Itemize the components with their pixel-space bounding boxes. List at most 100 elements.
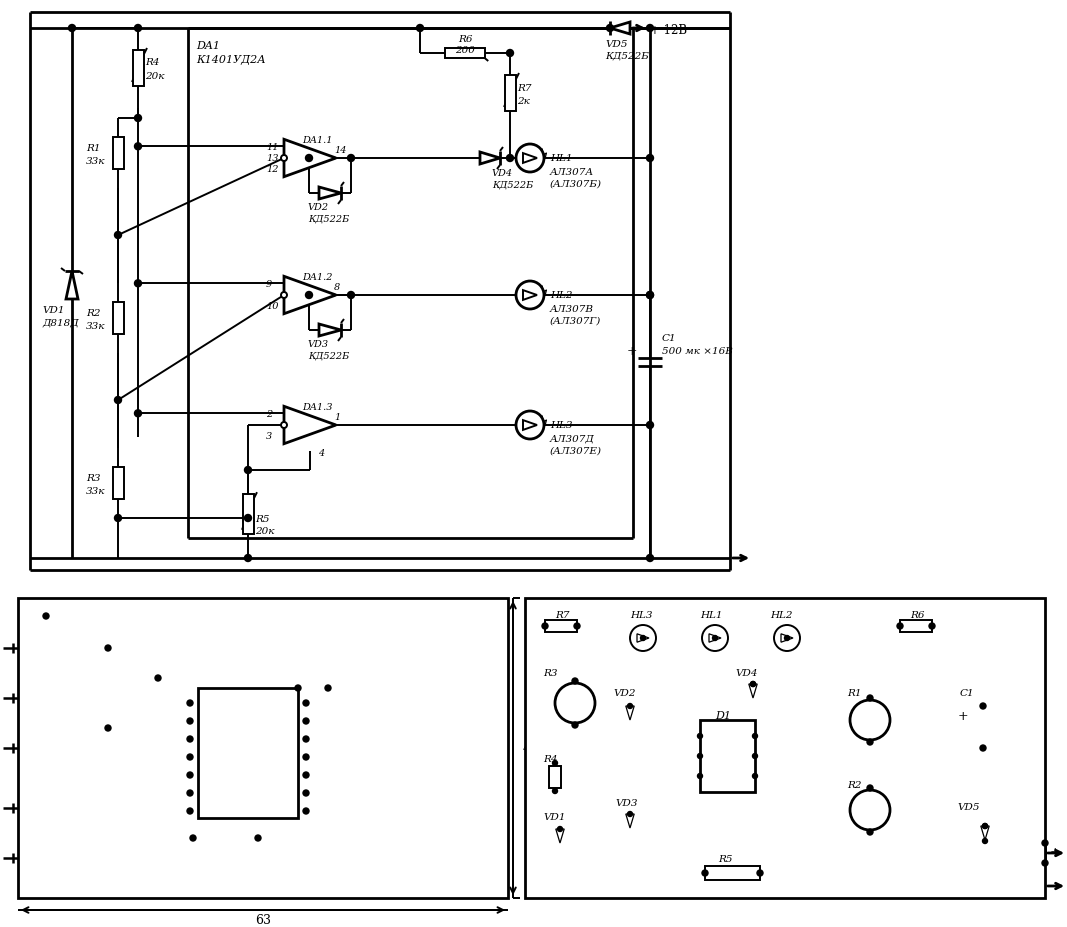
Circle shape <box>983 823 987 829</box>
Text: VD1: VD1 <box>42 306 64 314</box>
Bar <box>700 720 755 792</box>
Text: DA1.1: DA1.1 <box>302 135 333 145</box>
Text: 8: 8 <box>334 283 340 291</box>
Circle shape <box>983 823 987 829</box>
Text: 13: 13 <box>266 154 278 162</box>
Text: 4: 4 <box>318 449 324 458</box>
Circle shape <box>281 155 287 161</box>
Text: VD5: VD5 <box>605 40 627 48</box>
Circle shape <box>630 625 656 651</box>
Circle shape <box>516 411 544 439</box>
Text: C1: C1 <box>662 334 676 342</box>
Polygon shape <box>749 684 758 698</box>
Circle shape <box>647 155 653 161</box>
Circle shape <box>303 790 309 796</box>
Bar <box>550 766 561 788</box>
Bar <box>242 494 254 534</box>
Text: VD4: VD4 <box>735 668 758 678</box>
Bar <box>198 688 298 818</box>
Text: HL3: HL3 <box>550 421 573 429</box>
Polygon shape <box>610 22 630 34</box>
Text: R3: R3 <box>86 474 100 482</box>
Text: 9: 9 <box>266 280 272 289</box>
Text: R7: R7 <box>555 612 570 620</box>
Text: R6: R6 <box>910 612 924 620</box>
Text: HL2: HL2 <box>770 612 793 620</box>
Text: 33к: 33к <box>86 487 106 496</box>
Text: VD3: VD3 <box>615 798 637 807</box>
Circle shape <box>190 835 196 841</box>
Circle shape <box>867 785 873 791</box>
Circle shape <box>325 685 331 691</box>
Text: 1: 1 <box>334 413 340 422</box>
Circle shape <box>627 704 633 708</box>
Circle shape <box>105 725 111 731</box>
Circle shape <box>1042 840 1048 846</box>
Bar <box>18 598 508 898</box>
Circle shape <box>303 808 309 814</box>
Circle shape <box>114 232 122 238</box>
Circle shape <box>702 625 728 651</box>
Circle shape <box>507 155 513 161</box>
Text: VD3: VD3 <box>308 339 329 349</box>
Text: HL3: HL3 <box>630 612 653 620</box>
Text: R4: R4 <box>145 57 159 67</box>
Text: C1: C1 <box>960 689 974 697</box>
Text: DA1.3: DA1.3 <box>302 402 333 412</box>
Circle shape <box>516 144 544 172</box>
Text: Д818Д: Д818Д <box>42 319 79 327</box>
Circle shape <box>134 24 142 32</box>
Circle shape <box>750 681 755 687</box>
Text: R1: R1 <box>86 144 100 153</box>
Polygon shape <box>523 153 537 163</box>
Circle shape <box>752 773 758 779</box>
Circle shape <box>698 733 702 739</box>
Text: HL2: HL2 <box>550 290 573 299</box>
Circle shape <box>305 155 313 161</box>
Circle shape <box>542 623 548 629</box>
Polygon shape <box>626 706 634 720</box>
Circle shape <box>897 623 903 629</box>
Circle shape <box>105 645 111 651</box>
Circle shape <box>647 291 653 298</box>
Text: КД522Б: КД522Б <box>605 52 649 60</box>
Circle shape <box>1042 860 1048 866</box>
Circle shape <box>134 280 142 286</box>
Bar <box>112 467 124 499</box>
Text: R7: R7 <box>517 83 531 93</box>
Circle shape <box>698 773 702 779</box>
Circle shape <box>627 811 633 817</box>
Text: R1: R1 <box>847 689 861 697</box>
Polygon shape <box>981 826 989 840</box>
Circle shape <box>187 700 193 706</box>
Circle shape <box>134 115 142 121</box>
Text: –: – <box>1050 880 1056 893</box>
Circle shape <box>980 703 986 709</box>
Circle shape <box>281 422 287 428</box>
Text: АЛ307В: АЛ307В <box>550 304 594 313</box>
Circle shape <box>850 700 890 740</box>
Polygon shape <box>523 420 537 430</box>
Circle shape <box>929 623 935 629</box>
Text: 40: 40 <box>523 742 539 755</box>
Circle shape <box>983 839 987 844</box>
Circle shape <box>702 870 708 876</box>
Circle shape <box>303 754 309 760</box>
Circle shape <box>134 143 142 150</box>
Text: DA1: DA1 <box>196 41 220 51</box>
Polygon shape <box>66 271 78 299</box>
Bar <box>112 137 124 169</box>
Text: R6: R6 <box>458 34 473 44</box>
Bar <box>899 620 931 632</box>
Circle shape <box>752 754 758 758</box>
Circle shape <box>980 745 986 751</box>
Polygon shape <box>284 276 336 313</box>
Circle shape <box>43 613 49 619</box>
Text: 33к: 33к <box>86 322 106 331</box>
Text: R4: R4 <box>543 756 557 765</box>
Circle shape <box>303 736 309 742</box>
Polygon shape <box>556 829 564 843</box>
Bar <box>112 302 124 334</box>
Circle shape <box>867 739 873 745</box>
Text: 3: 3 <box>266 432 272 441</box>
